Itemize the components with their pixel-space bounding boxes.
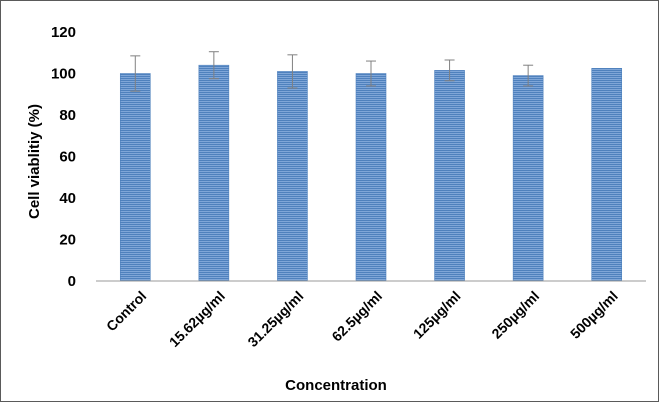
x-tick-label: 500µg/ml <box>567 288 621 342</box>
bar <box>356 74 386 282</box>
bar <box>513 76 543 281</box>
y-tick-label: 20 <box>59 232 76 249</box>
bar <box>199 65 229 281</box>
x-tick-label: 250µg/ml <box>488 288 542 342</box>
bar <box>435 70 465 281</box>
x-tick-label: 125µg/ml <box>410 288 464 342</box>
error-bars-group <box>130 52 533 91</box>
bar <box>277 71 307 281</box>
bar <box>120 74 150 282</box>
x-axis-tick-labels: Control 15.62µg/ml 31.25µg/ml 62.5µg/ml 125µ… <box>103 288 621 350</box>
y-axis-tick-labels: 0 20 40 60 80 100 120 <box>51 24 76 290</box>
y-tick-label: 0 <box>68 273 76 290</box>
y-tick-label: 100 <box>51 66 76 83</box>
y-tick-label: 120 <box>51 24 76 41</box>
bar <box>592 68 622 281</box>
y-tick-label: 60 <box>59 149 76 166</box>
y-axis-title: Cell viablitiy (%) <box>26 104 43 219</box>
y-tick-label: 40 <box>59 190 76 207</box>
x-axis-title: Concentration <box>285 377 387 394</box>
x-tick-label: 62.5µg/ml <box>328 288 385 345</box>
x-tick-label: 31.25µg/ml <box>244 288 306 350</box>
y-tick-label: 80 <box>59 107 76 124</box>
x-tick-label: 15.62µg/ml <box>166 288 228 350</box>
bars-group <box>120 65 621 281</box>
x-tick-label: Control <box>103 288 150 335</box>
